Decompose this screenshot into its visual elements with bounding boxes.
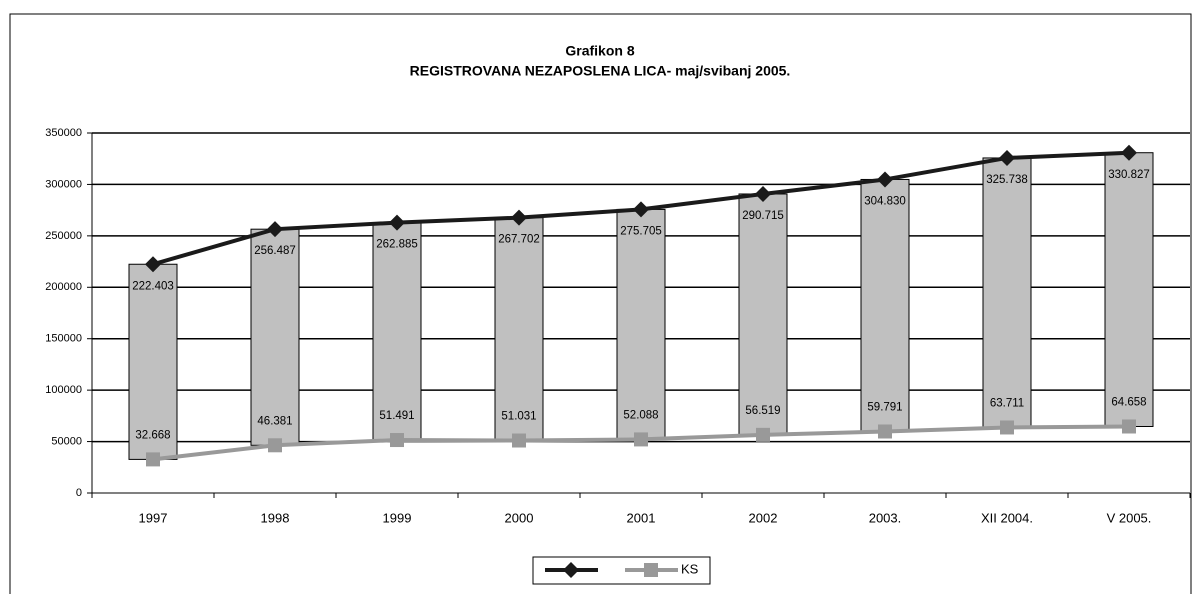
point [146, 452, 160, 467]
x-tick-label: 2002 [749, 510, 778, 525]
point [511, 209, 527, 226]
data-label: 51.491 [379, 410, 414, 422]
up-down-bar [860, 178, 910, 433]
data-label: 46.381 [257, 415, 292, 427]
y-tick-label: 100000 [45, 384, 82, 396]
data-label: 325.738 [986, 174, 1028, 186]
x-tick-label: XII 2004. [981, 510, 1033, 525]
data-label: 290.715 [742, 210, 784, 222]
chart-subtitle: REGISTROVANA NEZAPOSLENA LICA- maj/sviba… [410, 63, 791, 79]
point [1121, 144, 1137, 161]
up-down-bar [250, 228, 300, 446]
data-label: 51.031 [501, 411, 536, 423]
y-tick-label: 250000 [45, 230, 82, 242]
legend-marker [644, 563, 658, 577]
point [145, 256, 161, 273]
up-down-bar [128, 263, 178, 460]
chart-title: Grafikon 8 [565, 43, 634, 59]
x-tick-label: 2003. [869, 510, 902, 525]
up-down-bar [1104, 152, 1154, 427]
data-label: 64.658 [1111, 397, 1146, 409]
x-tick-label: 1998 [261, 510, 290, 525]
x-tick-label: V 2005. [1107, 510, 1152, 525]
legend-label: KS [681, 561, 699, 576]
y-tick-label: 50000 [51, 435, 82, 447]
point [877, 171, 893, 188]
point [755, 185, 771, 202]
data-label: 59.791 [867, 402, 902, 414]
point [999, 149, 1015, 166]
point [634, 432, 648, 447]
y-tick-label: 0 [76, 487, 82, 499]
point [512, 433, 526, 448]
point [390, 433, 404, 448]
x-tick-label: 1997 [139, 510, 168, 525]
up-down-bar [494, 217, 544, 442]
point [267, 221, 283, 238]
data-label: 275.705 [620, 225, 662, 237]
x-tick-label: 2000 [505, 510, 534, 525]
point [1122, 419, 1136, 434]
point [633, 201, 649, 218]
legend-marker [563, 562, 579, 578]
x-tick-label: 1999 [383, 510, 412, 525]
x-tick-label: 2001 [627, 510, 656, 525]
data-label: 304.830 [864, 195, 906, 207]
data-label: 267.702 [498, 234, 540, 246]
data-label: 32.668 [135, 429, 170, 441]
up-down-bar [982, 157, 1032, 428]
data-label: 52.088 [623, 409, 658, 421]
y-tick-label: 150000 [45, 333, 82, 345]
up-down-bar [616, 208, 666, 440]
up-down-bar [738, 193, 788, 436]
point [389, 214, 405, 231]
data-label: 330.827 [1108, 169, 1150, 181]
point [878, 424, 892, 439]
y-tick-label: 300000 [45, 178, 82, 190]
data-label: 256.487 [254, 245, 296, 257]
data-label: 63.711 [990, 397, 1024, 409]
data-label: 56.519 [745, 405, 780, 417]
point [1000, 420, 1014, 435]
point [268, 438, 282, 453]
y-tick-label: 350000 [45, 127, 82, 139]
chart-frame [9, 13, 1192, 594]
y-tick-label: 200000 [45, 281, 82, 293]
data-label: 222.403 [132, 280, 174, 292]
data-label: 262.885 [376, 239, 418, 251]
up-down-bar [372, 222, 422, 441]
point [756, 427, 770, 442]
